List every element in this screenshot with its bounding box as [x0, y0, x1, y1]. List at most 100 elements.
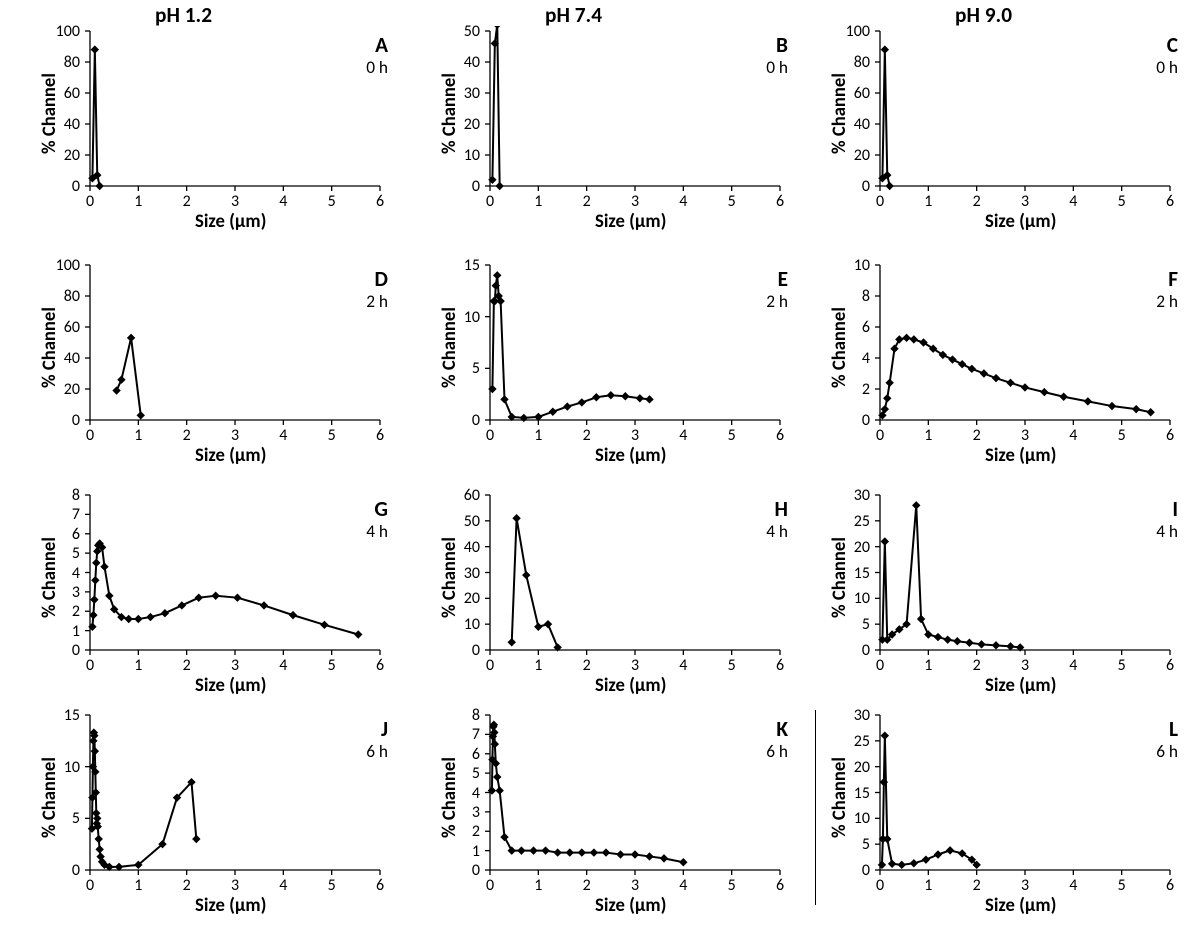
- xtick-label: 4: [675, 876, 691, 895]
- ytick-label: 10: [50, 758, 80, 777]
- ytick-label: 5: [840, 615, 870, 634]
- ytick-label: 30: [840, 486, 870, 505]
- panel-letter-I: I: [1172, 496, 1178, 522]
- figure-root: pH 1.2pH 7.4pH 9.0A0 h% ChannelSize (μm)…: [0, 0, 1200, 936]
- x-axis-label-E: Size (μm): [595, 444, 666, 467]
- panel-B: B0 h% ChannelSize (μm)012345601020304050: [430, 26, 800, 236]
- xtick-label: 1: [130, 192, 146, 211]
- xtick-label: 0: [872, 876, 888, 895]
- xtick-label: 1: [130, 656, 146, 675]
- ytick-label: 3: [50, 583, 80, 602]
- xtick-label: 2: [969, 426, 985, 445]
- ytick-label: 0: [450, 177, 480, 196]
- ytick-label: 80: [50, 287, 80, 306]
- xtick-label: 6: [772, 656, 788, 675]
- ytick-label: 100: [840, 22, 870, 41]
- column-header-0: pH 1.2: [155, 2, 212, 28]
- ytick-label: 4: [450, 784, 480, 803]
- ytick-label: 60: [450, 486, 480, 505]
- ytick-label: 40: [50, 349, 80, 368]
- x-axis-label-B: Size (μm): [595, 210, 666, 233]
- xtick-label: 5: [1114, 426, 1130, 445]
- panel-time-D: 2 h: [366, 290, 388, 312]
- ytick-label: 20: [450, 115, 480, 134]
- xtick-label: 5: [1114, 192, 1130, 211]
- ytick-label: 8: [840, 287, 870, 306]
- xtick-label: 5: [324, 426, 340, 445]
- ytick-label: 25: [840, 732, 870, 751]
- panel-letter-G: G: [374, 496, 388, 522]
- x-axis-label-A: Size (μm): [195, 210, 266, 233]
- ytick-label: 20: [50, 146, 80, 165]
- ytick-label: 5: [450, 764, 480, 783]
- ytick-label: 60: [50, 84, 80, 103]
- xtick-label: 6: [372, 656, 388, 675]
- ytick-label: 15: [450, 256, 480, 275]
- xtick-label: 4: [1065, 656, 1081, 675]
- xtick-label: 5: [324, 192, 340, 211]
- xtick-label: 5: [324, 876, 340, 895]
- ytick-label: 15: [840, 784, 870, 803]
- xtick-label: 0: [82, 426, 98, 445]
- panel-letter-D: D: [375, 266, 388, 292]
- ytick-label: 30: [840, 706, 870, 725]
- ytick-label: 0: [50, 177, 80, 196]
- xtick-label: 2: [579, 192, 595, 211]
- x-axis-label-L: Size (μm): [985, 894, 1056, 917]
- panel-letter-L: L: [1169, 716, 1178, 742]
- xtick-label: 1: [530, 426, 546, 445]
- ytick-label: 25: [840, 512, 870, 531]
- xtick-label: 2: [969, 192, 985, 211]
- ytick-label: 4: [840, 349, 870, 368]
- ytick-label: 0: [450, 641, 480, 660]
- ytick-label: 80: [50, 53, 80, 72]
- ytick-label: 50: [450, 512, 480, 531]
- ytick-label: 2: [840, 380, 870, 399]
- ytick-label: 0: [50, 861, 80, 880]
- xtick-label: 1: [130, 426, 146, 445]
- xtick-label: 2: [579, 876, 595, 895]
- ytick-label: 5: [50, 544, 80, 563]
- xtick-label: 0: [872, 192, 888, 211]
- panel-letter-J: J: [381, 716, 388, 742]
- xtick-label: 3: [627, 192, 643, 211]
- panel-time-H: 4 h: [766, 520, 788, 542]
- xtick-label: 0: [82, 656, 98, 675]
- xtick-label: 2: [969, 656, 985, 675]
- xtick-label: 3: [1017, 192, 1033, 211]
- xtick-label: 4: [275, 426, 291, 445]
- xtick-label: 1: [920, 656, 936, 675]
- ytick-label: 5: [50, 809, 80, 828]
- x-axis-label-C: Size (μm): [985, 210, 1056, 233]
- x-axis-label-G: Size (μm): [195, 674, 266, 697]
- xtick-label: 6: [772, 876, 788, 895]
- xtick-label: 2: [179, 876, 195, 895]
- xtick-label: 1: [530, 192, 546, 211]
- xtick-label: 0: [872, 656, 888, 675]
- xtick-label: 4: [675, 192, 691, 211]
- ytick-label: 60: [840, 84, 870, 103]
- panel-letter-A: A: [375, 32, 388, 58]
- xtick-label: 2: [969, 876, 985, 895]
- xtick-label: 4: [275, 192, 291, 211]
- xtick-label: 2: [579, 426, 595, 445]
- xtick-label: 4: [675, 656, 691, 675]
- panel-L: L6 h% ChannelSize (μm)012345605101520253…: [820, 710, 1190, 920]
- xtick-label: 3: [1017, 656, 1033, 675]
- ytick-label: 20: [840, 146, 870, 165]
- x-axis-label-I: Size (μm): [985, 674, 1056, 697]
- xtick-label: 2: [179, 426, 195, 445]
- panel-letter-C: C: [1167, 32, 1178, 58]
- xtick-label: 2: [179, 656, 195, 675]
- ytick-label: 1: [50, 622, 80, 641]
- panel-time-B: 0 h: [766, 56, 788, 78]
- panel-letter-H: H: [775, 496, 788, 522]
- panel-I: I4 h% ChannelSize (μm)012345605101520253…: [820, 490, 1190, 700]
- ytick-label: 0: [50, 411, 80, 430]
- ytick-label: 0: [840, 861, 870, 880]
- xtick-label: 5: [724, 876, 740, 895]
- xtick-label: 0: [482, 656, 498, 675]
- ytick-label: 0: [450, 411, 480, 430]
- panel-letter-F: F: [1168, 266, 1178, 292]
- ytick-label: 30: [450, 84, 480, 103]
